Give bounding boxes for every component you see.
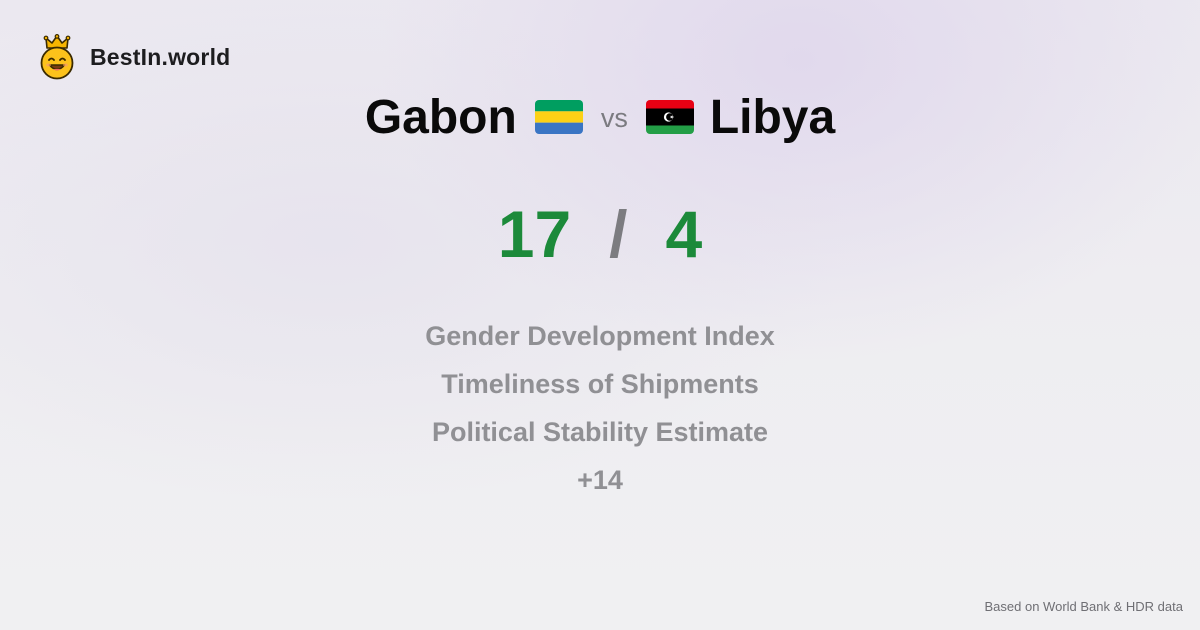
metric-item: Political Stability Estimate <box>431 417 769 447</box>
gabon-flag-icon <box>534 100 583 134</box>
vs-separator: vs <box>600 102 628 133</box>
metric-item: Gender Development Index <box>425 321 775 351</box>
data-source-note: Based on World Bank & HDR data <box>984 599 1183 614</box>
left-country-name[interactable]: Gabon <box>364 90 517 144</box>
brand-name: BestIn.world <box>90 43 231 70</box>
metric-item: Timeliness of Shipments <box>441 369 759 399</box>
right-score: 4 <box>665 197 703 271</box>
metric-list: Gender Development Index Timeliness of S… <box>0 312 1200 504</box>
left-score: 17 <box>497 197 572 271</box>
score-separator: / <box>609 197 628 271</box>
brand[interactable]: BestIn.world <box>38 34 230 80</box>
right-country-name[interactable]: Libya <box>709 90 836 144</box>
comparison-title: Gabon vs Libya <box>0 86 1200 148</box>
libya-flag-icon <box>645 100 694 134</box>
crowned-smiley-icon <box>40 34 74 80</box>
score-row: 17 / 4 <box>0 196 1200 272</box>
more-metrics-count: +14 <box>577 465 623 495</box>
